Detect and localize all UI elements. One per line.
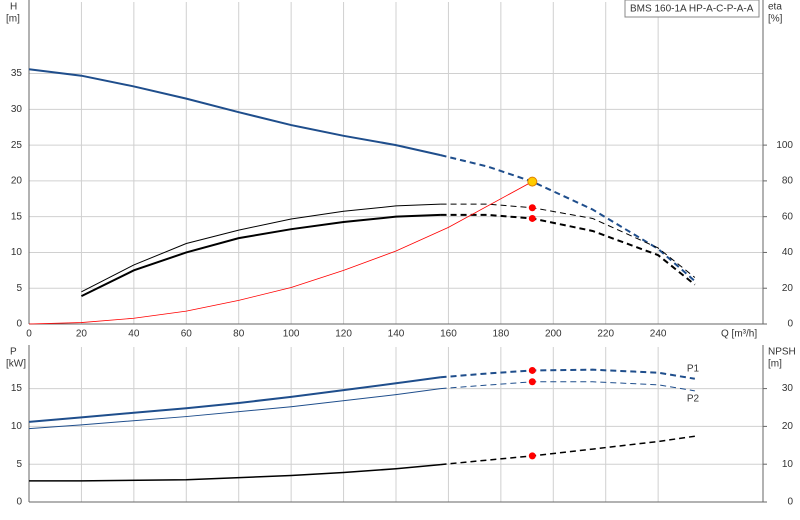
curve	[81, 203, 441, 293]
y-tick-label: 30	[11, 104, 23, 115]
curve	[440, 435, 695, 466]
x-tick-label: 220	[597, 329, 614, 340]
x-tick-label: 120	[335, 329, 352, 340]
y2-axis-title: eta	[768, 2, 782, 13]
x-tick-label: 180	[493, 329, 510, 340]
x-tick-label: 160	[440, 329, 457, 340]
y-tick-label: 20	[11, 176, 23, 187]
y-tick-label: 35	[11, 68, 23, 79]
y-tick-label: 5	[16, 283, 22, 294]
y-tick-label: 15	[11, 211, 23, 222]
curve	[28, 181, 533, 325]
x-tick-label: 20	[76, 329, 88, 340]
curve	[440, 213, 696, 286]
operating-point	[528, 214, 536, 222]
curve	[28, 388, 441, 430]
y2-tick-label: 20	[782, 421, 794, 432]
y-tick-label: 5	[16, 459, 22, 470]
y2-tick-label: 20	[782, 283, 794, 294]
y-axis-title: P	[10, 347, 17, 358]
y2-tick-label: 100	[776, 140, 793, 151]
y2-axis-unit: [%]	[768, 14, 783, 25]
x-tick-label: 80	[233, 329, 245, 340]
curve	[80, 213, 441, 297]
y2-tick-label: 0	[787, 319, 793, 330]
y2-tick-label: 80	[782, 176, 794, 187]
curve	[28, 376, 441, 423]
y-tick-label: 0	[16, 319, 22, 330]
y-axis-unit: [kW]	[6, 359, 26, 370]
y2-tick-label: 60	[782, 211, 794, 222]
curve	[440, 154, 696, 282]
curve	[28, 68, 441, 157]
x-tick-label: 100	[283, 329, 300, 340]
operating-point	[528, 366, 536, 374]
legend-text: BMS 160-1A HP-A-C-P-A-A	[630, 4, 754, 15]
legend-box	[624, 0, 760, 18]
y-axis-unit: [m]	[6, 14, 20, 25]
curve	[440, 368, 696, 380]
curve	[440, 203, 696, 278]
x-axis-title: Q [m³/h]	[721, 329, 757, 340]
curve-label: P2	[687, 393, 700, 404]
y2-axis-title: NPSH	[768, 347, 796, 358]
y-tick-label: 10	[11, 247, 23, 258]
y-tick-label: 10	[11, 421, 23, 432]
y-tick-label: 25	[11, 140, 23, 151]
x-tick-label: 60	[181, 329, 193, 340]
y2-tick-label: 0	[787, 497, 793, 508]
curve	[440, 381, 695, 392]
y2-tick-label: 30	[782, 383, 794, 394]
y-tick-label: 0	[16, 497, 22, 508]
y-axis-title: H	[10, 2, 17, 13]
y2-tick-label: 40	[782, 247, 794, 258]
operating-point	[527, 176, 538, 187]
operating-point	[528, 378, 536, 386]
curve	[29, 463, 441, 482]
y2-tick-label: 10	[782, 459, 794, 470]
y2-axis-unit: [m]	[768, 359, 782, 370]
x-tick-label: 140	[388, 329, 405, 340]
x-tick-label: 0	[26, 329, 32, 340]
x-tick-label: 40	[128, 329, 140, 340]
operating-point	[528, 452, 536, 460]
x-tick-label: 240	[650, 329, 667, 340]
x-tick-label: 200	[545, 329, 562, 340]
curve-label: P1	[687, 363, 700, 374]
y-tick-label: 15	[11, 383, 23, 394]
operating-point	[528, 204, 536, 212]
